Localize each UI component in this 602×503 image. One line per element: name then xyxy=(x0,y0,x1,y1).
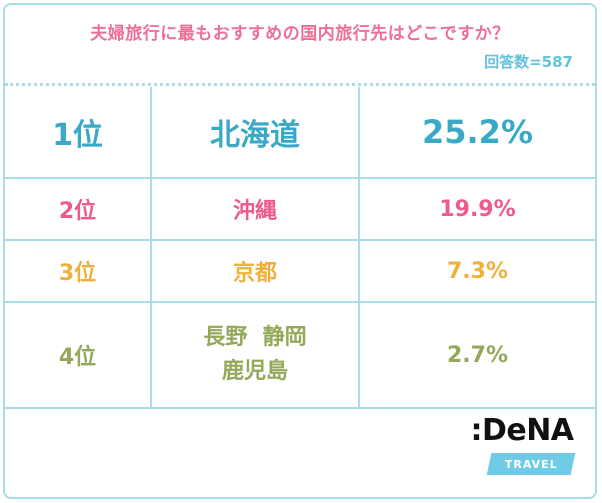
destination-name: 北海道 xyxy=(150,87,360,177)
destination-names: 長野 静岡 鹿児島 xyxy=(150,303,360,407)
destination-name: 沖縄 xyxy=(150,179,360,239)
destination-line: 長野 静岡 xyxy=(203,325,307,350)
logo-sub-text: TRAVEL xyxy=(504,457,558,471)
ranking-table: 1位 北海道 25.2% 2位 沖縄 19.9% 3位 京都 7.3% 4位 長… xyxy=(5,87,595,409)
percentage-value: 25.2% xyxy=(421,113,533,151)
dotted-divider xyxy=(5,83,595,86)
logo-band: TRAVEL xyxy=(486,453,576,475)
table-row: 4位 長野 静岡 鹿児島 2.7% xyxy=(5,303,595,409)
logo-brand-text: :DeNA xyxy=(470,413,574,448)
destination-line: 鹿児島 xyxy=(221,359,288,384)
percentage-value: 19.9% xyxy=(439,196,516,222)
rank-label: 3位 xyxy=(58,261,97,286)
ranking-card: 夫婦旅行に最もおすすめの国内旅行先はどこですか？ 回答数=587 1位 北海道 … xyxy=(3,3,597,499)
rank-label: 4位 xyxy=(58,345,97,370)
respondent-count: 回答数=587 xyxy=(484,53,573,71)
dena-travel-logo: :DeNA TRAVEL xyxy=(467,413,577,481)
table-row: 2位 沖縄 19.9% xyxy=(5,179,595,241)
rank-label: 1位 xyxy=(52,118,103,153)
table-row: 1位 北海道 25.2% xyxy=(5,87,595,179)
percentage-value: 7.3% xyxy=(446,258,508,284)
destination-name: 京都 xyxy=(150,241,360,301)
percentage-value: 2.7% xyxy=(446,342,508,368)
survey-question-title: 夫婦旅行に最もおすすめの国内旅行先はどこですか？ xyxy=(90,24,510,44)
rank-label: 2位 xyxy=(58,199,97,224)
table-row: 3位 京都 7.3% xyxy=(5,241,595,303)
